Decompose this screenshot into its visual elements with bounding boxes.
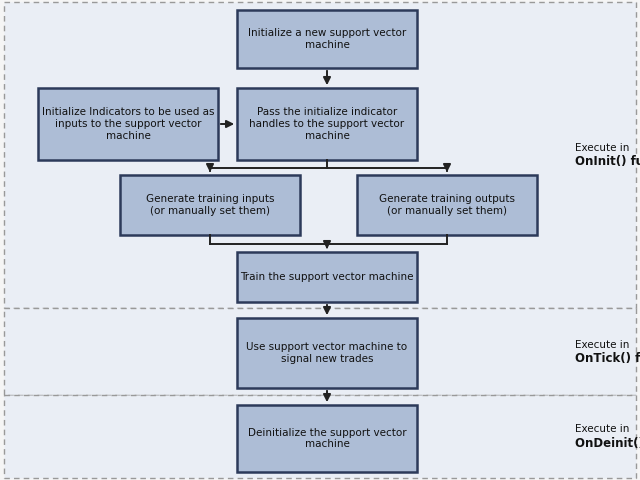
Text: Deinitialize the support vector
machine: Deinitialize the support vector machine bbox=[248, 428, 406, 449]
FancyBboxPatch shape bbox=[120, 175, 300, 235]
FancyBboxPatch shape bbox=[237, 88, 417, 160]
FancyBboxPatch shape bbox=[237, 252, 417, 302]
FancyBboxPatch shape bbox=[4, 308, 636, 395]
Text: Pass the initialize indicator
handles to the support vector
machine: Pass the initialize indicator handles to… bbox=[250, 108, 404, 141]
FancyBboxPatch shape bbox=[237, 10, 417, 68]
FancyBboxPatch shape bbox=[4, 395, 636, 478]
Text: OnTick() function: OnTick() function bbox=[575, 352, 640, 365]
Text: Use support vector machine to
signal new trades: Use support vector machine to signal new… bbox=[246, 342, 408, 364]
Text: Initialize a new support vector
machine: Initialize a new support vector machine bbox=[248, 28, 406, 50]
Text: Train the support vector machine: Train the support vector machine bbox=[240, 272, 413, 282]
FancyBboxPatch shape bbox=[237, 318, 417, 388]
Text: OnDeinit() function: OnDeinit() function bbox=[575, 437, 640, 450]
FancyBboxPatch shape bbox=[4, 2, 636, 308]
Text: Execute in: Execute in bbox=[575, 339, 629, 349]
FancyBboxPatch shape bbox=[38, 88, 218, 160]
FancyBboxPatch shape bbox=[237, 405, 417, 472]
Text: Generate training inputs
(or manually set them): Generate training inputs (or manually se… bbox=[146, 194, 275, 216]
Text: Execute in: Execute in bbox=[575, 424, 629, 434]
Text: Initialize Indicators to be used as
inputs to the support vector
machine: Initialize Indicators to be used as inpu… bbox=[42, 108, 214, 141]
FancyBboxPatch shape bbox=[357, 175, 537, 235]
Text: OnInit() function: OnInit() function bbox=[575, 156, 640, 168]
Text: Execute in: Execute in bbox=[575, 143, 629, 153]
Text: Generate training outputs
(or manually set them): Generate training outputs (or manually s… bbox=[379, 194, 515, 216]
